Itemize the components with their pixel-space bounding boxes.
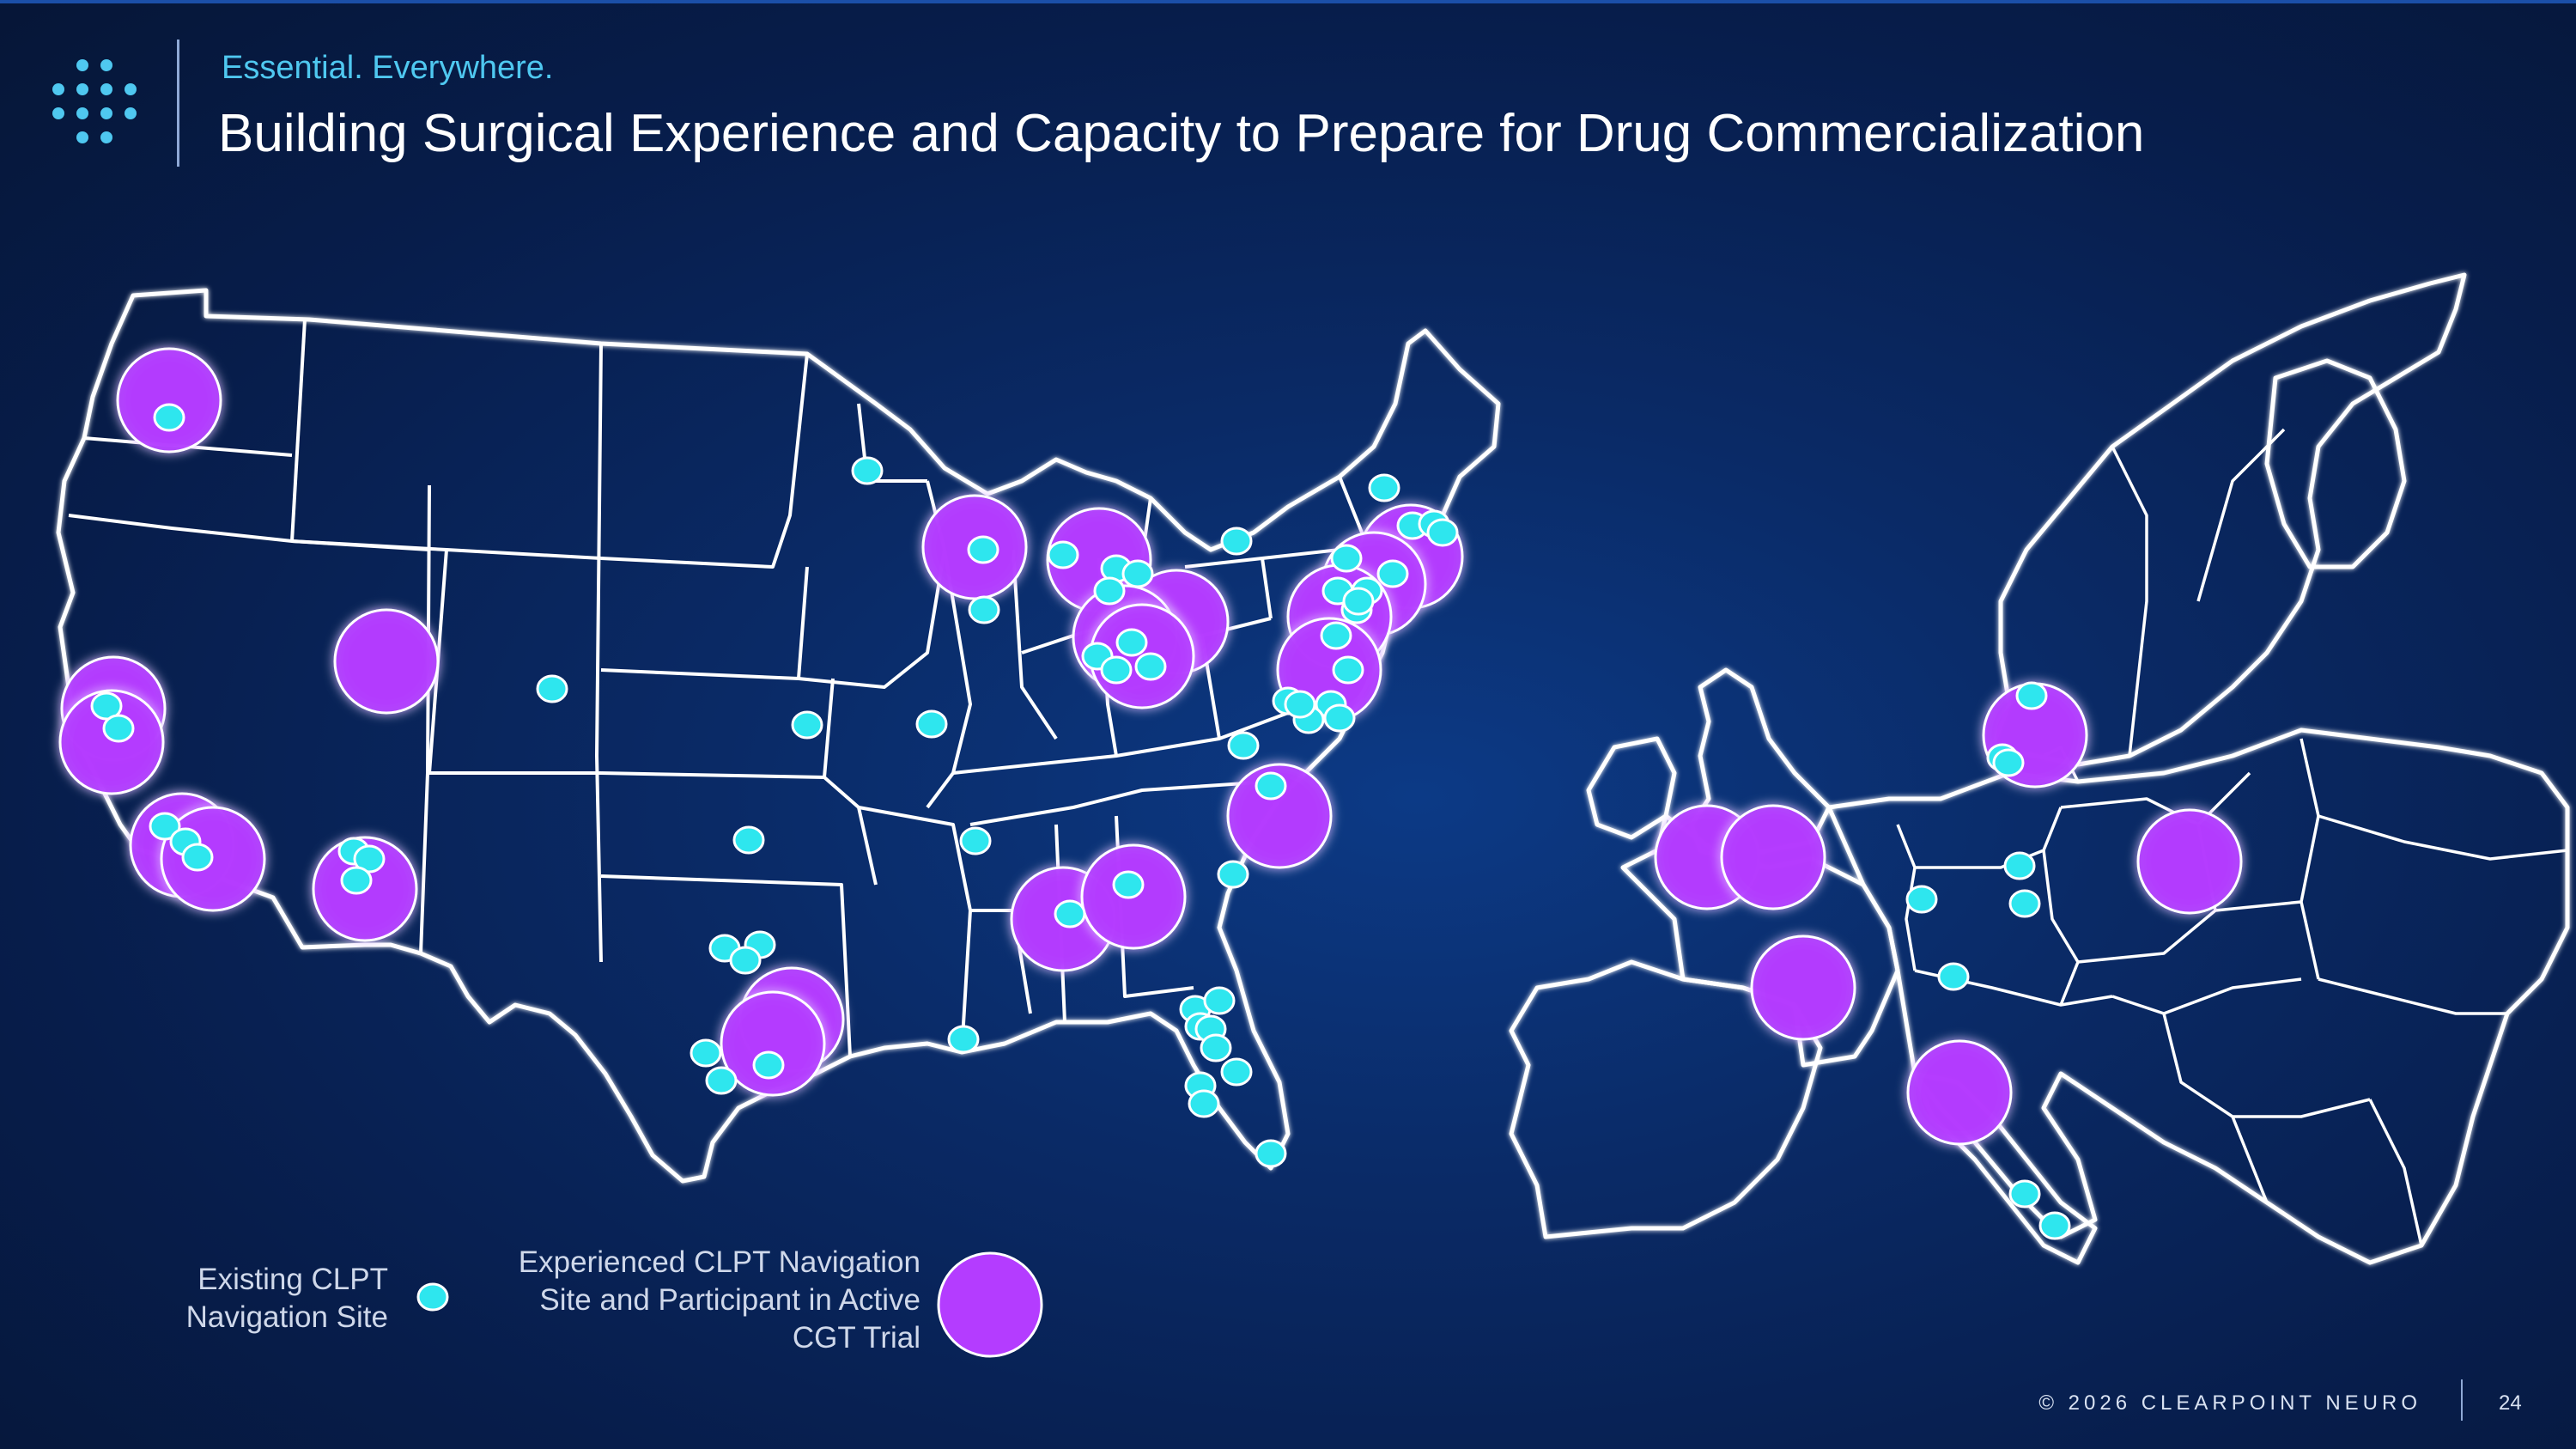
existing-site-marker xyxy=(149,812,181,841)
experienced-site-marker xyxy=(58,689,165,795)
existing-site-marker xyxy=(353,844,386,874)
existing-site-marker xyxy=(2038,1211,2071,1240)
existing-site-marker xyxy=(1368,473,1400,502)
existing-site-marker xyxy=(2008,1179,2041,1209)
existing-site-marker xyxy=(1342,587,1375,616)
existing-site-marker xyxy=(2003,851,2036,880)
us-map xyxy=(56,288,1501,1184)
existing-site-marker xyxy=(1323,703,1356,733)
existing-site-marker xyxy=(2008,889,2041,918)
page-title: Building Surgical Experience and Capacit… xyxy=(218,104,2145,163)
us-state-borders xyxy=(68,319,1384,1057)
footer-copyright: © 2026 CLEARPOINT NEURO xyxy=(2038,1391,2421,1415)
legend-existing-label: Existing CLPT Navigation Site xyxy=(185,1263,388,1334)
experienced-site-marker xyxy=(720,990,826,1097)
existing-site-marker xyxy=(1054,899,1086,928)
existing-site-marker xyxy=(729,946,762,975)
ireland-outline xyxy=(1586,736,1677,840)
existing-site-marker xyxy=(1227,731,1260,760)
existing-site-marker xyxy=(1330,544,1363,573)
existing-site-marker xyxy=(1992,748,2025,777)
existing-site-marker xyxy=(968,595,1000,624)
experienced-site-marker xyxy=(1750,935,1856,1041)
existing-site-marker xyxy=(1188,1089,1220,1118)
existing-site-marker xyxy=(1115,628,1148,657)
existing-site-marker xyxy=(153,403,185,432)
legend-experienced-label: Experienced CLPT Navigation Site and Par… xyxy=(518,1245,920,1355)
existing-site-marker xyxy=(690,1038,722,1068)
experienced-site-marker xyxy=(116,347,222,454)
existing-site-marker xyxy=(1905,885,1938,914)
existing-site-marker xyxy=(967,535,999,564)
finland-outline xyxy=(2264,358,2407,569)
existing-site-marker xyxy=(959,826,992,855)
europe-country-borders xyxy=(1793,428,2568,1246)
scandinavia-outline xyxy=(1990,272,2467,767)
existing-site-marker xyxy=(1047,540,1079,569)
existing-site-marker xyxy=(340,866,373,895)
experienced-site-marker xyxy=(1226,763,1333,869)
existing-site-marker xyxy=(752,1050,785,1080)
existing-site-marker xyxy=(1100,655,1133,685)
experienced-site-marker xyxy=(333,608,440,715)
existing-site-marker xyxy=(705,1066,738,1095)
existing-site-marker xyxy=(1937,962,1970,991)
dot-grid-logo-icon xyxy=(52,59,137,143)
existing-site-marker xyxy=(1284,690,1316,719)
experienced-site-marker xyxy=(2136,808,2243,915)
existing-site-marker xyxy=(1217,860,1249,889)
existing-site-marker xyxy=(536,674,568,703)
existing-site-marker xyxy=(1093,576,1126,606)
legend-experienced-marker xyxy=(937,1251,1043,1358)
tagline: Essential. Everywhere. xyxy=(222,50,554,86)
existing-site-marker xyxy=(1220,527,1253,556)
existing-site-marker xyxy=(181,843,214,872)
existing-site-marker xyxy=(1203,986,1236,1015)
existing-site-marker xyxy=(851,456,884,485)
existing-site-marker xyxy=(947,1025,980,1054)
existing-site-marker xyxy=(1134,652,1167,681)
header-divider xyxy=(177,40,179,167)
experienced-site-marker xyxy=(1720,804,1826,910)
existing-site-marker xyxy=(915,709,948,739)
legend-existing-marker xyxy=(416,1282,449,1312)
existing-site-marker xyxy=(1220,1057,1253,1087)
existing-site-marker xyxy=(1255,1139,1287,1168)
existing-site-marker xyxy=(1200,1033,1232,1062)
existing-site-marker xyxy=(1332,655,1364,685)
existing-site-marker xyxy=(1121,559,1154,588)
existing-site-marker xyxy=(102,714,135,743)
existing-site-marker xyxy=(1376,559,1409,588)
footer-divider xyxy=(2461,1379,2463,1421)
existing-site-marker xyxy=(1255,771,1287,801)
top-accent-line xyxy=(0,0,2576,3)
experienced-site-marker xyxy=(1906,1039,2013,1146)
site-markers xyxy=(58,347,2243,1240)
existing-site-marker xyxy=(791,710,823,740)
existing-site-marker xyxy=(2015,681,2048,710)
existing-site-marker xyxy=(1320,621,1352,650)
existing-site-marker xyxy=(1112,870,1145,899)
page-number: 24 xyxy=(2499,1391,2522,1415)
us-outline xyxy=(56,288,1501,1184)
existing-site-marker xyxy=(732,825,765,855)
existing-site-marker xyxy=(1426,518,1459,547)
existing-site-marker xyxy=(90,691,123,721)
